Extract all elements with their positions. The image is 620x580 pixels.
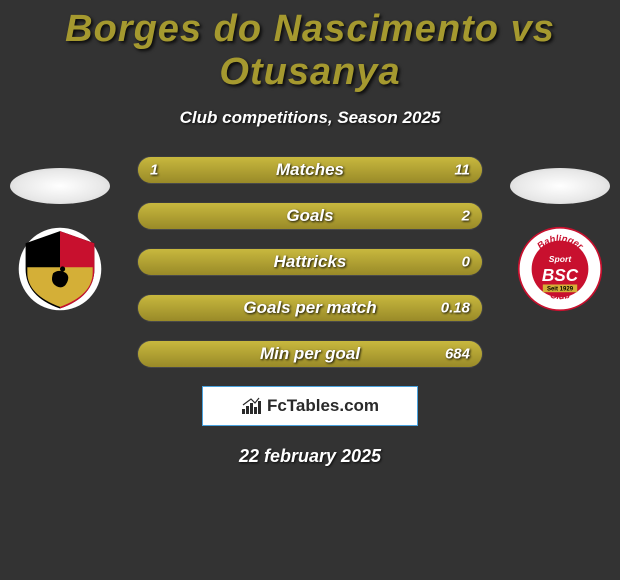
stat-row: Min per goal684 (137, 340, 483, 368)
stat-row: Goals per match0.18 (137, 294, 483, 322)
player-left-placeholder (10, 168, 110, 204)
stat-label: Matches (138, 160, 482, 180)
svg-text:Sport: Sport (549, 254, 573, 264)
stat-row: Hattricks0 (137, 248, 483, 276)
stat-value-right: 0 (462, 254, 470, 271)
club-badge-right: Bahlinger Club Sport BSC Seit 1929 (517, 226, 603, 312)
bahlinger-sc-badge-icon: Bahlinger Club Sport BSC Seit 1929 (517, 226, 603, 312)
stat-value-right: 684 (445, 346, 470, 363)
stat-label: Min per goal (138, 344, 482, 364)
stat-label: Goals per match (138, 298, 482, 318)
stat-value-right: 2 (462, 208, 470, 225)
sport-recife-shield-icon (17, 226, 103, 312)
stat-value-right: 11 (454, 162, 470, 179)
season-subtitle: Club competitions, Season 2025 (0, 108, 620, 128)
stat-value-left: 1 (150, 162, 158, 179)
comparison-area: Bahlinger Club Sport BSC Seit 1929 Match… (0, 156, 620, 467)
bar-chart-icon (241, 397, 263, 415)
stat-label: Hattricks (138, 252, 482, 272)
stat-row: Matches111 (137, 156, 483, 184)
club-badge-left (17, 226, 103, 312)
comparison-title: Borges do Nascimento vs Otusanya (0, 0, 620, 94)
stat-label: Goals (138, 206, 482, 226)
stat-value-right: 0.18 (441, 300, 470, 317)
svg-text:Seit 1929: Seit 1929 (547, 287, 574, 293)
snapshot-date: 22 february 2025 (0, 446, 620, 467)
player-right-placeholder (510, 168, 610, 204)
brand-inner: FcTables.com (241, 396, 379, 416)
brand-text: FcTables.com (267, 396, 379, 416)
brand-box[interactable]: FcTables.com (202, 386, 418, 426)
stat-bars: Matches111Goals2Hattricks0Goals per matc… (137, 156, 483, 368)
svg-text:BSC: BSC (542, 265, 579, 285)
stat-row: Goals2 (137, 202, 483, 230)
